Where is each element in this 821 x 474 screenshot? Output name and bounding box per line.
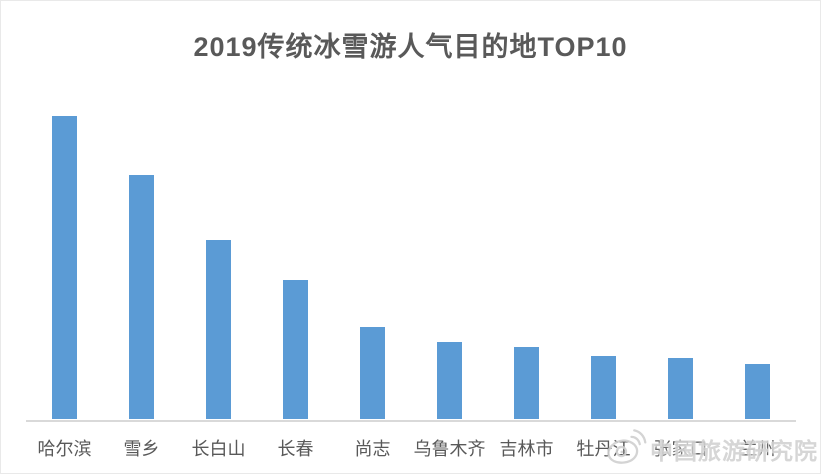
x-axis-line	[26, 420, 796, 422]
bar-slot-1	[26, 113, 103, 419]
x-axis-label-6: 乌鲁木齐	[413, 439, 486, 459]
bar-slot-5	[334, 113, 411, 419]
bar-slot-4	[257, 113, 334, 419]
bar-slot-2	[103, 113, 180, 419]
bar-1	[52, 116, 77, 419]
bar-2	[129, 175, 154, 419]
x-axis-label-7: 吉林市	[499, 439, 554, 459]
x-axis-label-9: 张家口	[653, 439, 708, 459]
plot-area	[26, 113, 796, 419]
x-axis-label-8: 牡丹江	[576, 439, 631, 459]
bar-10	[745, 364, 770, 419]
bar-3	[206, 240, 231, 419]
bar-8	[591, 356, 616, 419]
x-axis-label-5: 尚志	[354, 439, 391, 459]
chart-title: 2019传统冰雪游人气目的地TOP10	[193, 32, 628, 62]
bar-slot-6	[411, 113, 488, 419]
x-axis-label-1: 哈尔滨	[37, 439, 92, 459]
bar-slot-9	[642, 113, 719, 419]
bar-4	[283, 280, 308, 419]
bar-slot-3	[180, 113, 257, 419]
bar-7	[514, 347, 539, 419]
bar-6	[437, 342, 462, 419]
x-axis-label-3: 长白山	[191, 439, 246, 459]
x-axis-label-2: 雪乡	[123, 439, 160, 459]
bar-5	[360, 327, 385, 419]
x-axis-label-4: 长春	[277, 439, 314, 459]
bar-slot-10	[719, 113, 796, 419]
x-axis-label-10: 兰州	[739, 439, 776, 459]
bar-9	[668, 358, 693, 419]
bar-slot-7	[488, 113, 565, 419]
bar-slot-8	[565, 113, 642, 419]
x-axis-labels: 哈尔滨 雪乡 长白山 长春 尚志 乌鲁木齐 吉林市 牡丹江 张家口 兰州	[26, 435, 796, 461]
